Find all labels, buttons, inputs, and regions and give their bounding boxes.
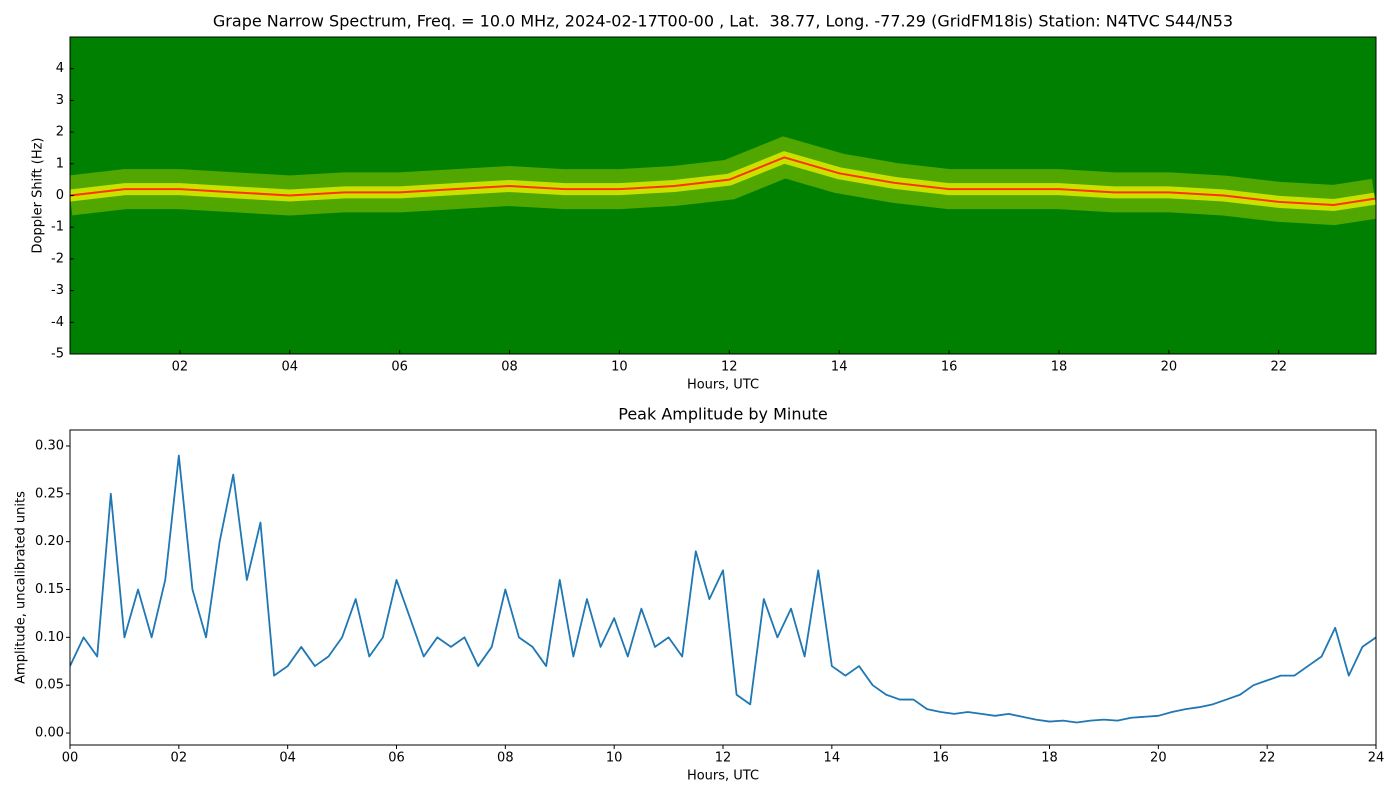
- x-tick-label: 22: [1270, 360, 1287, 375]
- y-tick-label: 0: [56, 188, 64, 203]
- panel: 00 02 04 06 08 10 12 14 16 18 20 22 24 0.00 0.05 0.10 0.…: [14, 405, 1385, 784]
- chart-title: Peak Amplitude by Minute: [618, 405, 828, 424]
- y-tick-label: 3: [56, 93, 64, 108]
- x-tick-label: 20: [1150, 751, 1167, 766]
- x-tick-label: 20: [1161, 360, 1178, 375]
- y-tick-label: 0.25: [35, 486, 64, 501]
- y-tick-label: -5: [51, 347, 64, 362]
- y-axis-label: Doppler Shift (Hz): [31, 138, 46, 254]
- y-tick-label: 1: [56, 156, 64, 171]
- x-tick-label: 14: [831, 360, 848, 375]
- x-axis-label: Hours, UTC: [687, 769, 759, 784]
- panel: 02 04 06 08 10 12 14 16 18 20 22-5-4-3-2-101234Gra…: [31, 12, 1377, 393]
- x-tick-label: 04: [279, 751, 296, 766]
- x-tick-label: 10: [611, 360, 628, 375]
- y-tick-label: 0.00: [35, 726, 64, 741]
- x-tick-label: 06: [391, 360, 408, 375]
- y-tick-label: 0.20: [35, 534, 64, 549]
- x-tick-label: 12: [721, 360, 738, 375]
- y-tick-label: -4: [51, 315, 64, 330]
- x-tick-label: 18: [1041, 751, 1058, 766]
- y-tick-label: 4: [56, 61, 64, 76]
- x-tick-label: 16: [941, 360, 958, 375]
- y-tick-label: 0.05: [35, 678, 64, 693]
- x-tick-label: 12: [715, 751, 732, 766]
- y-tick-label: 0.30: [35, 438, 64, 453]
- y-tick-label: 2: [56, 125, 64, 140]
- x-tick-label: 08: [501, 360, 518, 375]
- x-tick-label: 14: [824, 751, 841, 766]
- y-tick-label: -2: [51, 251, 64, 266]
- x-tick-label: 22: [1259, 751, 1276, 766]
- y-tick-label: 0.10: [35, 630, 64, 645]
- x-tick-label: 02: [171, 751, 188, 766]
- x-tick-label: 04: [281, 360, 298, 375]
- x-axis-label: Hours, UTC: [687, 378, 759, 393]
- y-tick-label: -3: [51, 283, 64, 298]
- amplitude-line: [70, 454, 1376, 724]
- x-tick-label: 06: [388, 751, 405, 766]
- chart-title: Grape Narrow Spectrum, Freq. = 10.0 MHz,…: [213, 12, 1233, 31]
- x-tick-label: 02: [172, 360, 189, 375]
- doppler-trace: [70, 156, 1376, 207]
- y-axis-label: Amplitude, uncalibrated units: [14, 491, 29, 684]
- x-tick-label: 18: [1051, 360, 1068, 375]
- y-tick-label: 0.15: [35, 582, 64, 597]
- x-tick-label: 24: [1368, 751, 1385, 766]
- x-tick-label: 16: [932, 751, 949, 766]
- x-tick-label: 08: [497, 751, 514, 766]
- x-tick-label: 00: [62, 751, 79, 766]
- y-tick-label: -1: [51, 220, 64, 235]
- x-tick-label: 10: [606, 751, 623, 766]
